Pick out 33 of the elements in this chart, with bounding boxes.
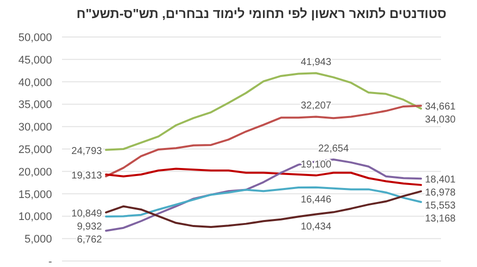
y-tick-label: 30,000 [18, 122, 52, 134]
data-label: 19,100 [300, 159, 332, 170]
y-tick-label: 20,000 [18, 166, 52, 178]
y-tick-label: 5,000 [24, 234, 52, 246]
y-tick-label: 10,000 [18, 211, 52, 224]
data-label: 9,932 [76, 221, 102, 232]
y-tick-label: 50,000 [18, 32, 52, 44]
data-label: 10,434 [300, 221, 332, 232]
data-label: 18,401 [425, 174, 456, 186]
data-label: 34,661 [425, 102, 456, 113]
line-series [105, 168, 422, 186]
data-label: 24,793 [71, 146, 102, 157]
data-label: 6,762 [76, 234, 102, 246]
data-label: 13,168 [425, 214, 456, 225]
chart-title: סטודנטים לתואר ראשון לפי תחומי לימוד נבחרים, תש"ס-תשע"ח [76, 6, 446, 21]
data-label: 34,030 [425, 114, 456, 126]
data-label: 22,654 [318, 144, 350, 155]
data-label: 15,553 [425, 200, 456, 212]
data-label: 19,313 [71, 170, 102, 182]
y-tick-label: 45,000 [18, 54, 52, 66]
y-tick-label: 40,000 [18, 76, 52, 89]
y-tick-label: 25,000 [18, 144, 52, 156]
line-series [105, 186, 422, 218]
line-series [105, 158, 422, 232]
data-label: 41,943 [300, 57, 332, 68]
data-label: 10,849 [71, 208, 102, 220]
data-label: 16,978 [425, 188, 456, 199]
data-label: 16,446 [300, 194, 332, 206]
line-series [105, 72, 422, 151]
y-tick-label: - [48, 256, 52, 267]
y-tick-label: 15,000 [18, 188, 52, 201]
data-label: 32,207 [300, 100, 332, 112]
y-tick-label: 35,000 [18, 99, 52, 112]
